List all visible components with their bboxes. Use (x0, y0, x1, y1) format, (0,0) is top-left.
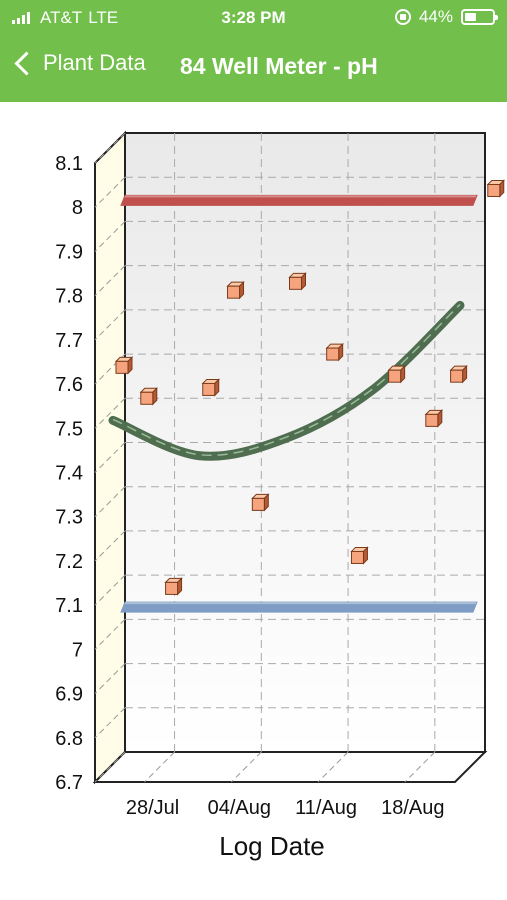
y-tick-label: 7.3 (55, 507, 83, 529)
data-point-front (251, 497, 265, 511)
grid-line-side (94, 574, 126, 606)
data-point-front (140, 391, 154, 405)
y-tick-label: 8.1 (55, 153, 83, 175)
trend-curve-highlight (112, 303, 461, 457)
data-point-front (115, 360, 129, 374)
grid-line-side (94, 442, 126, 473)
trend-curve (108, 300, 465, 461)
x-tick-label: 28/Jul (126, 797, 179, 819)
data-point-front (227, 285, 241, 299)
status-time: 3:28 PM (221, 8, 286, 27)
data-point-front (350, 550, 364, 564)
data-point (201, 378, 220, 397)
nav-bar: Plant Data 84 Well Meter - pH (0, 34, 507, 102)
grid-line-side (94, 397, 126, 429)
grid-line-side (94, 707, 126, 739)
data-point-front (289, 276, 302, 290)
data-point-front (487, 183, 501, 197)
data-point (288, 272, 307, 291)
data-point-front (326, 347, 340, 361)
back-button-label: Plant Data (43, 50, 146, 75)
data-point (226, 280, 245, 300)
grid-line-side (94, 530, 126, 562)
battery-icon (461, 9, 498, 25)
y-tick-label: 7.2 (55, 551, 83, 573)
data-point-front (425, 413, 439, 427)
data-point (325, 342, 344, 362)
y-tick-label: 8 (72, 197, 83, 219)
grid-lines (94, 132, 485, 783)
data-point (486, 179, 505, 198)
y-tick-label: 7.4 (55, 463, 83, 485)
status-right: 44% (394, 7, 498, 27)
data-points (114, 179, 505, 596)
limit-lines (120, 194, 478, 613)
grid-line-floor (230, 751, 262, 783)
chart-frame (92, 130, 488, 785)
page-title: 84 Well Meter - pH (180, 53, 378, 79)
x-axis-label: Log Date (219, 831, 325, 861)
data-point (350, 546, 369, 565)
grid-line-side (94, 663, 126, 694)
y-tick-label: 7.5 (55, 418, 83, 440)
grid-line-side (94, 486, 126, 518)
status-left: AT&T LTE (12, 8, 118, 28)
x-tick-label: 18/Aug (381, 797, 444, 819)
x-tick-label: 11/Aug (295, 797, 357, 819)
grid-line-side (94, 265, 126, 296)
grid-line-side (94, 176, 126, 208)
grid-line-side (94, 132, 126, 164)
battery-percent: 44% (418, 7, 453, 26)
y-tick-label: 6.7 (55, 772, 83, 794)
y-tick-labels: 6.7 6.8 6.9 7 7.1 7.2 7.3 7.4 7.5 7.6 7.7 7.8 7.9 8 8.… (55, 153, 83, 794)
ph-chart: 6.7 6.8 6.9 7 7.1 7.2 7.3 7.4 7.5 7.6 7.7 7.8 7.9 8 8.… (55, 130, 505, 861)
y-tick-label: 7.6 (55, 374, 83, 396)
data-point (114, 356, 134, 375)
grid-line-floor (404, 751, 436, 783)
grid-line-side (94, 221, 126, 252)
grid-line-side (94, 353, 126, 385)
y-tick-label: 7 (72, 639, 83, 661)
signal-icon (12, 12, 30, 24)
y-tick-label: 7.7 (55, 330, 83, 352)
status-bar: AT&T LTE 3:28 PM 44% (0, 0, 507, 34)
back-button[interactable]: Plant Data (12, 50, 146, 76)
carrier: AT&T (40, 8, 83, 27)
data-point-front (202, 382, 216, 396)
floor (92, 751, 488, 783)
y-tick-label: 7.1 (55, 595, 83, 617)
x-tick-label: 04/Aug (208, 797, 271, 819)
grid-line-floor (144, 751, 175, 783)
y-tick-label: 7.9 (55, 241, 83, 263)
y-tick-label: 6.8 (55, 728, 83, 750)
chevron-left-icon (14, 50, 39, 76)
lower-limit-line (120, 601, 478, 613)
data-point (387, 364, 406, 384)
trend-line (108, 300, 465, 461)
network-type: LTE (88, 8, 119, 27)
data-point-front (165, 581, 179, 595)
data-point (449, 364, 468, 384)
data-point (164, 577, 183, 596)
grid-line-side (94, 309, 126, 341)
x-tick-labels: 28/Jul 04/Aug 11/Aug 18/Aug (126, 797, 445, 819)
orientation-lock-icon (394, 9, 411, 25)
grid-line-side (94, 619, 126, 650)
grid-line-floor (317, 751, 349, 783)
y-tick-label: 6.9 (55, 684, 83, 706)
data-point (139, 387, 158, 406)
upper-limit-line (120, 194, 478, 206)
data-point-front (450, 369, 464, 383)
data-point (424, 409, 444, 428)
data-point-front (388, 369, 402, 383)
y-tick-label: 7.8 (55, 286, 83, 308)
data-point (251, 493, 270, 512)
grid-line-side (94, 751, 126, 783)
